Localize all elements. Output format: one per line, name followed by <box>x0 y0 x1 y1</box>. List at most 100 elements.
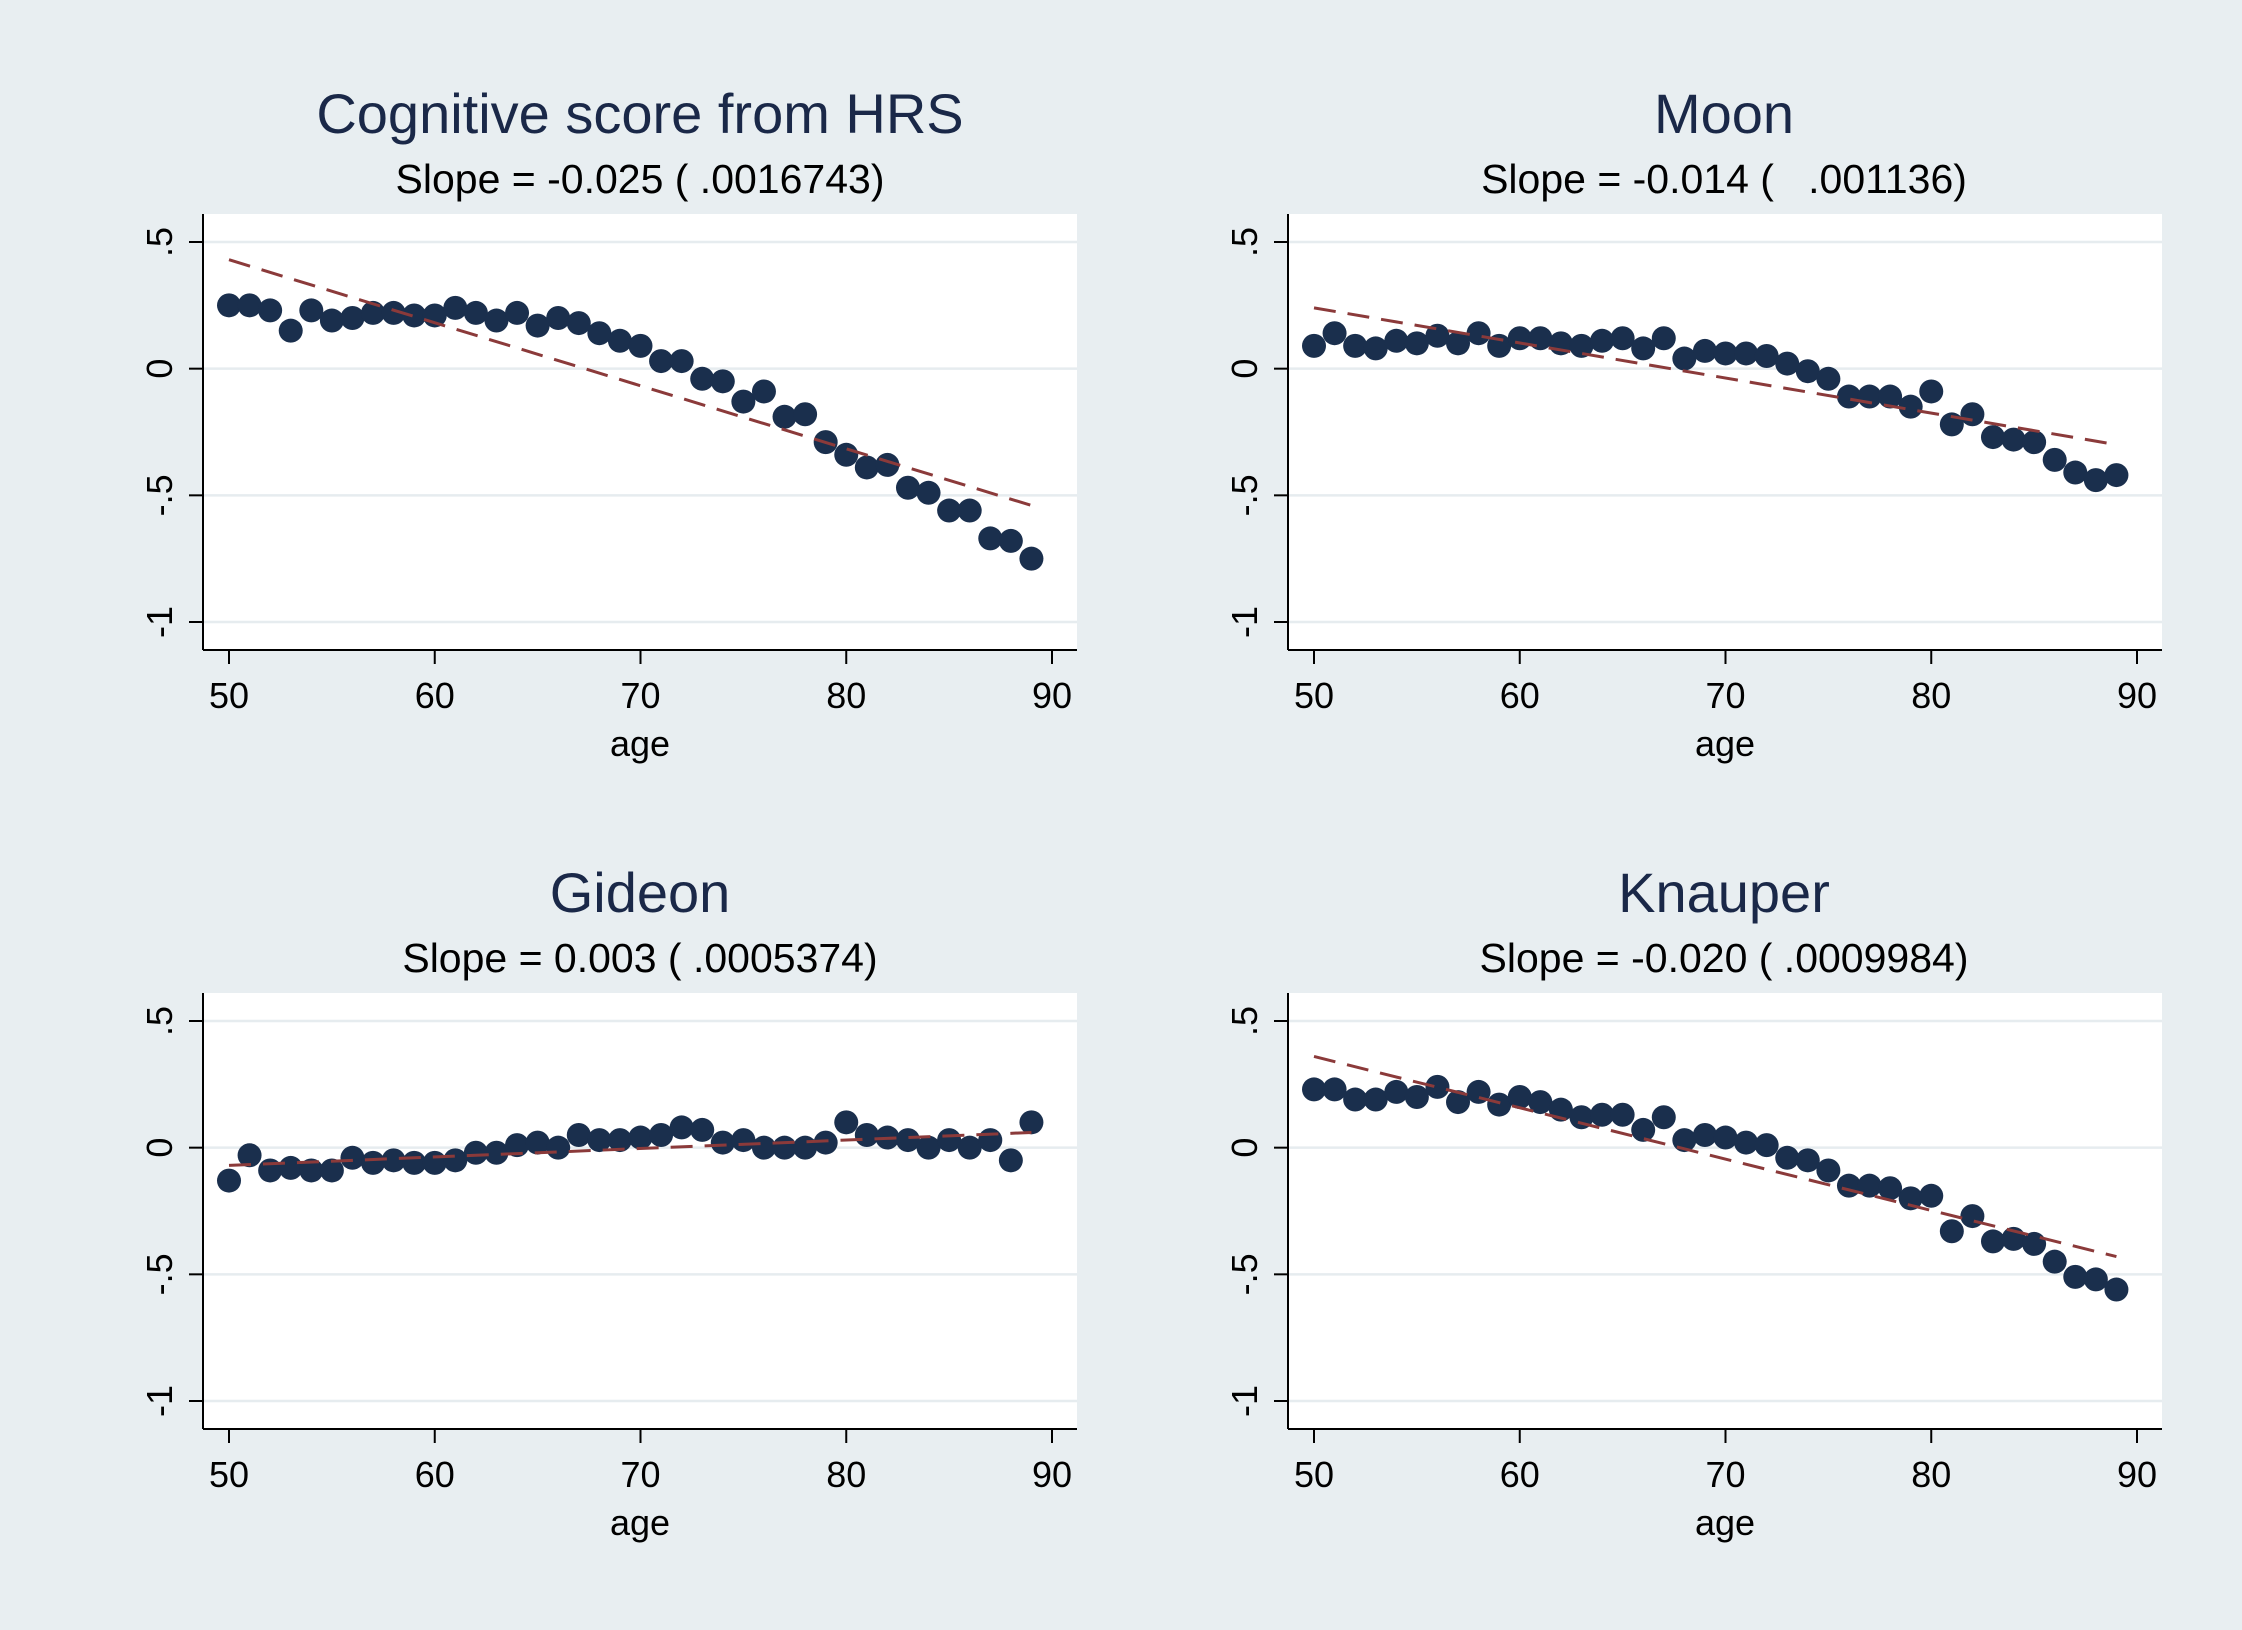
data-point <box>854 1123 879 1147</box>
data-point <box>1734 341 1759 366</box>
data-point <box>1836 384 1861 409</box>
x-tick-label: 60 <box>1500 1454 1540 1495</box>
chart-subtitle: Slope = -0.014 ( .001136) <box>1481 156 1967 202</box>
data-point <box>731 389 756 414</box>
data-point <box>237 1143 262 1168</box>
data-point <box>1384 328 1409 353</box>
data-point <box>299 1158 324 1183</box>
y-tick-label: .5 <box>139 1006 180 1036</box>
data-point <box>505 300 530 325</box>
data-point <box>1878 384 1903 409</box>
data-point <box>2063 460 2088 485</box>
data-point <box>1919 1183 1944 1208</box>
data-point <box>1939 1219 1964 1244</box>
chart-panel-4: -1 -.5 0 .5 50 60 70 80 90 age Knauper Slope = -0.0… <box>1224 861 2162 1543</box>
data-point <box>546 306 571 330</box>
data-point <box>505 1133 530 1158</box>
x-tick-label: 80 <box>1911 1454 1951 1495</box>
data-point <box>957 498 982 523</box>
data-point <box>1960 1204 1985 1229</box>
data-point <box>649 1123 674 1147</box>
x-tick-label: 80 <box>826 675 866 716</box>
data-point <box>2001 427 2026 452</box>
data-point <box>1919 379 1944 404</box>
data-point <box>1466 321 1491 346</box>
data-point <box>772 404 797 429</box>
data-point <box>895 475 920 500</box>
data-point <box>793 402 818 427</box>
chart-panel-3: -1 -.5 0 .5 50 60 70 80 90 age Gideon Slope = 0.003… <box>139 861 1077 1543</box>
data-point <box>854 455 879 480</box>
chart-title: Cognitive score from HRS <box>316 82 963 145</box>
data-point <box>895 1128 920 1153</box>
x-axis-label: age <box>610 723 670 764</box>
data-point <box>1019 546 1044 571</box>
data-point <box>1795 359 1820 384</box>
data-point <box>340 306 365 330</box>
data-point <box>2083 1267 2108 1292</box>
x-tick-label: 70 <box>1705 1454 1745 1495</box>
data-point <box>1425 1074 1450 1099</box>
data-point <box>1816 1158 1841 1183</box>
x-tick-label: 90 <box>2117 675 2157 716</box>
data-point <box>937 1128 962 1153</box>
data-point <box>278 318 303 343</box>
data-point <box>278 1155 303 1180</box>
chart-subtitle: Slope = 0.003 ( .0005374) <box>402 935 877 981</box>
data-point <box>443 1148 468 1173</box>
y-tick-label: .5 <box>1224 1006 1265 1036</box>
data-point <box>916 1135 941 1160</box>
data-point <box>463 300 488 325</box>
fit-line <box>1313 1055 2117 1259</box>
data-point <box>669 1115 694 1140</box>
x-tick-label: 70 <box>620 675 660 716</box>
data-point <box>1692 338 1717 363</box>
data-point <box>1816 366 1841 391</box>
data-point <box>1446 331 1471 356</box>
data-point <box>1898 1186 1923 1211</box>
data-point <box>566 1123 591 1147</box>
data-point <box>1343 333 1368 358</box>
data-point <box>1651 326 1676 351</box>
data-point <box>1795 1148 1820 1173</box>
data-point <box>217 293 241 318</box>
data-point <box>484 1140 509 1165</box>
data-point <box>2104 463 2129 488</box>
data-point <box>1960 402 1985 427</box>
x-tick-label: 80 <box>826 1454 866 1495</box>
data-point <box>2083 468 2108 493</box>
y-tick-label: .5 <box>139 227 180 257</box>
data-point <box>381 300 406 325</box>
data-point <box>2063 1264 2088 1289</box>
y-tick-label: -.5 <box>139 1253 180 1295</box>
y-tick-label: 0 <box>1224 1138 1265 1158</box>
data-point <box>463 1140 488 1165</box>
data-point <box>484 308 509 333</box>
data-point <box>566 311 591 336</box>
y-tick-label: 0 <box>1224 359 1265 379</box>
data-point <box>1302 1077 1326 1102</box>
data-point <box>299 298 324 323</box>
data-point <box>669 349 694 374</box>
data-point <box>649 349 674 374</box>
fit-line <box>228 258 1032 507</box>
data-point <box>1878 1176 1903 1201</box>
y-tick-label: -1 <box>139 606 180 638</box>
data-point <box>607 1128 632 1153</box>
data-point <box>1610 326 1635 351</box>
y-tick-label: .5 <box>1224 227 1265 257</box>
data-point <box>1631 1117 1656 1142</box>
data-point <box>978 526 1003 551</box>
data-point <box>525 1130 550 1155</box>
x-tick-label: 90 <box>1032 1454 1072 1495</box>
x-tick-label: 60 <box>1500 675 1540 716</box>
data-point <box>1631 336 1656 361</box>
x-tick-label: 90 <box>2117 1454 2157 1495</box>
data-point <box>1713 341 1738 366</box>
data-point <box>361 1150 386 1175</box>
data-point <box>793 1135 818 1160</box>
x-tick-label: 60 <box>415 1454 455 1495</box>
data-point <box>834 1110 859 1135</box>
y-tick-label: -1 <box>1224 606 1265 638</box>
data-point <box>1363 336 1388 361</box>
